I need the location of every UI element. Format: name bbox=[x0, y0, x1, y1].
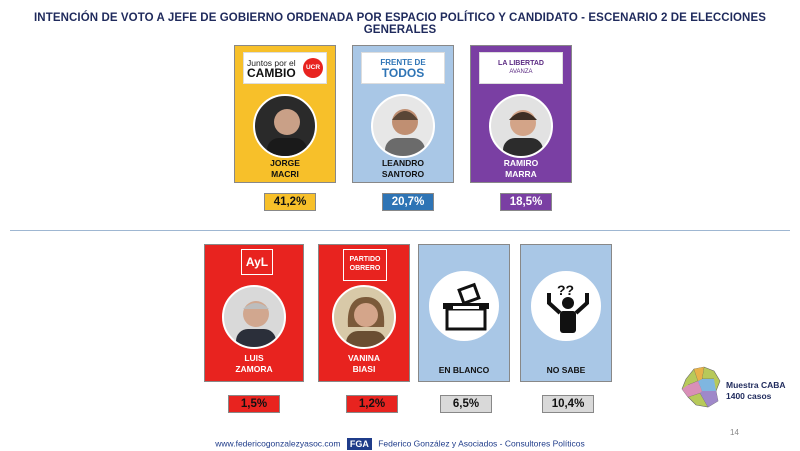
footer-company: Federico González y Asociados - Consulto… bbox=[378, 438, 585, 449]
option-label: NO SABE bbox=[546, 365, 586, 375]
person-icon bbox=[503, 110, 543, 156]
option-card-en-blanco: EN BLANCO bbox=[418, 244, 510, 382]
party-name-line2: CAMBIO bbox=[247, 66, 296, 80]
party-logo-ayl: AyL bbox=[241, 249, 273, 275]
option-card-no-sabe: ?? NO SABE bbox=[520, 244, 612, 382]
candidate-card-santoro: FRENTE DE TODOS LEANDRO SANTORO bbox=[352, 45, 454, 183]
page-number: 14 bbox=[730, 428, 739, 437]
candidate-photo bbox=[489, 94, 553, 158]
candidate-name: RAMIRO MARRA bbox=[503, 158, 539, 179]
percent-zamora: 1,5% bbox=[228, 395, 280, 413]
candidate-name: LUIS ZAMORA bbox=[235, 353, 273, 374]
confused-person-icon: ?? bbox=[547, 282, 589, 333]
party-logo-partido-obrero: PARTIDO OBRERO bbox=[343, 249, 387, 281]
candidate-photo bbox=[222, 285, 286, 349]
percent-biasi: 1,2% bbox=[346, 395, 398, 413]
section-divider bbox=[10, 230, 790, 231]
fga-logo: FGA bbox=[346, 438, 372, 450]
party-logo-frente-de-todos: FRENTE DE TODOS bbox=[361, 52, 445, 84]
candidate-card-zamora: AyL LUIS ZAMORA bbox=[204, 244, 304, 382]
person-icon bbox=[236, 301, 276, 347]
page-title: INTENCIÓN DE VOTO A JEFE DE GOBIERNO ORD… bbox=[34, 12, 766, 36]
percent-no-sabe: 10,4% bbox=[542, 395, 594, 413]
question-circle: ?? bbox=[531, 271, 601, 341]
candidate-name: LEANDRO SANTORO bbox=[381, 158, 425, 179]
candidate-card-marra: LA LIBERTAD AVANZA RAMIRO MARRA bbox=[470, 45, 572, 183]
percent-marra: 18,5% bbox=[500, 193, 552, 211]
person-icon bbox=[346, 297, 386, 347]
candidate-name: JORGE MACRI bbox=[270, 158, 300, 179]
candidate-photo bbox=[371, 94, 435, 158]
candidate-photo bbox=[332, 285, 396, 349]
party-name-line1: Juntos por el bbox=[247, 58, 296, 68]
candidate-name: VANINA BIASI bbox=[348, 353, 380, 374]
ballot-box-icon bbox=[443, 282, 489, 331]
caba-map-icon bbox=[680, 365, 722, 409]
party-logo-la-libertad-avanza: LA LIBERTAD AVANZA bbox=[479, 52, 563, 84]
party-logo-juntos: Juntos por el CAMBIO UCR bbox=[243, 52, 327, 84]
sample-info: Muestra CABA 1400 casos bbox=[726, 380, 786, 401]
person-icon bbox=[385, 109, 425, 156]
candidate-card-macri: Juntos por el CAMBIO UCR JORGE MACRI bbox=[234, 45, 336, 183]
percent-macri: 41,2% bbox=[264, 193, 316, 211]
candidate-card-biasi: PARTIDO OBRERO VANINA BIASI bbox=[318, 244, 410, 382]
percent-santoro: 20,7% bbox=[382, 193, 434, 211]
footer-url[interactable]: www.federicogonzalezyasoc.com bbox=[215, 438, 341, 449]
svg-text:??: ?? bbox=[557, 282, 574, 298]
ucr-badge: UCR bbox=[303, 58, 323, 78]
candidate-photo bbox=[253, 94, 317, 158]
ballot-box-circle bbox=[429, 271, 499, 341]
option-label: EN BLANCO bbox=[438, 365, 490, 375]
footer: www.federicogonzalezyasoc.com FGA Federi… bbox=[0, 438, 800, 450]
person-icon bbox=[267, 109, 307, 156]
percent-en-blanco: 6,5% bbox=[440, 395, 492, 413]
